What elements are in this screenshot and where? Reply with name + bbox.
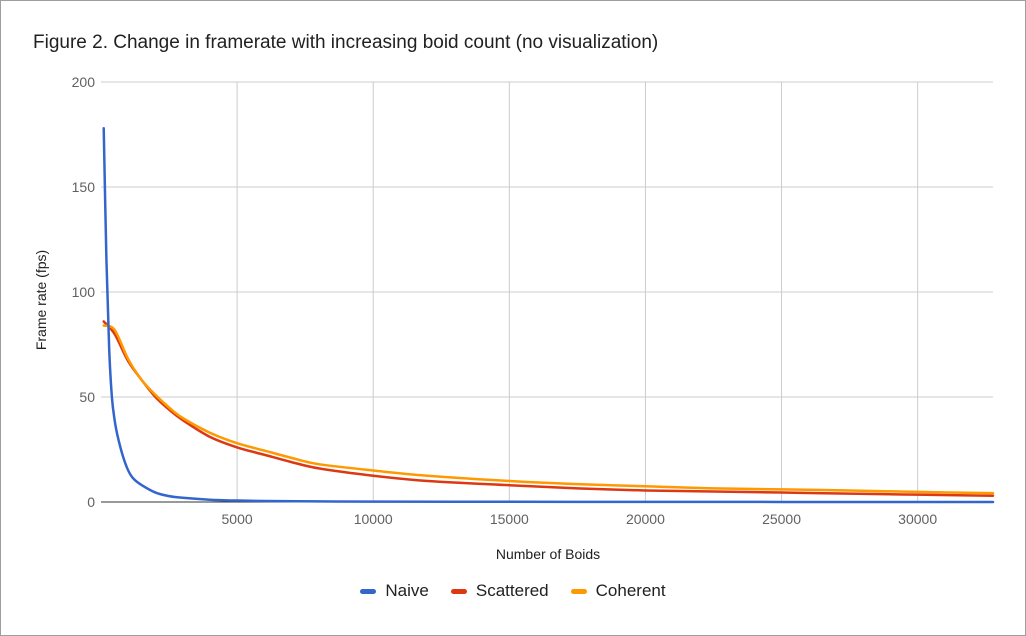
- x-tick-label: 10000: [354, 511, 393, 527]
- x-tick-label: 25000: [762, 511, 801, 527]
- x-axis-title: Number of Boids: [496, 546, 600, 562]
- y-tick-label: 50: [79, 389, 95, 405]
- y-tick-labels: 0 50 100 150 200: [72, 74, 96, 510]
- series-line-coherent: [102, 324, 995, 495]
- legend-item-coherent[interactable]: Coherent: [570, 581, 666, 601]
- y-tick-label: 0: [87, 494, 95, 510]
- legend: Naive Scattered Coherent: [0, 581, 1026, 601]
- x-tick-label: 30000: [898, 511, 937, 527]
- legend-item-naive[interactable]: Naive: [360, 581, 429, 601]
- x-tick-label: 15000: [490, 511, 529, 527]
- y-tick-label: 200: [72, 74, 96, 90]
- legend-label: Scattered: [475, 581, 549, 600]
- chart-title: Figure 2. Change in framerate with incre…: [33, 32, 659, 53]
- y-tick-label: 150: [72, 179, 96, 195]
- x-tick-label: 20000: [626, 511, 665, 527]
- legend-item-scattered[interactable]: Scattered: [450, 581, 549, 601]
- legend-label: Naive: [385, 581, 429, 600]
- legend-swatch: [360, 588, 377, 594]
- y-axis-title: Frame rate (fps): [33, 250, 49, 350]
- horizontal-gridlines: [101, 81, 993, 503]
- x-tick-label: 5000: [222, 511, 253, 527]
- legend-swatch: [450, 588, 467, 594]
- series-lines: [102, 126, 995, 504]
- series-line-naive: [102, 126, 995, 504]
- legend-swatch: [570, 588, 587, 594]
- y-tick-label: 100: [72, 284, 96, 300]
- x-tick-labels: 5000 10000 15000 20000 25000 30000: [222, 511, 938, 527]
- legend-label: Coherent: [595, 581, 666, 600]
